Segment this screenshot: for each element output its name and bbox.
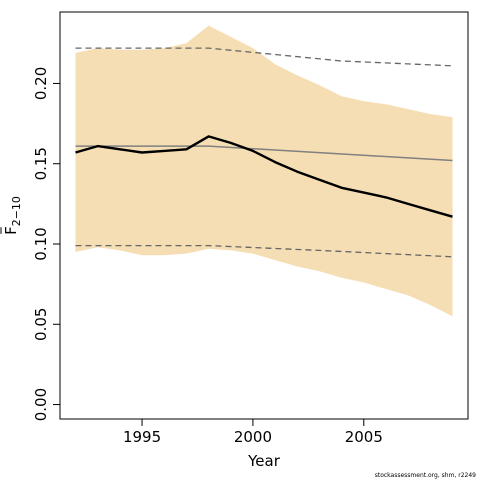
y-axis-title: F2−10 (2, 196, 23, 235)
footer-note: stockassessment.org, shm, r2249 (375, 472, 476, 479)
reference-lower-line (75, 244, 453, 258)
x-tick-label: 2005 (345, 428, 383, 446)
y-axis-title-main: F (2, 226, 20, 235)
confidence-band-area (75, 25, 453, 317)
y-tick-label: 0.00 (32, 388, 50, 421)
reference-upper-line (75, 47, 453, 67)
confidence-band-layer (75, 25, 453, 317)
x-tick-label: 2000 (234, 428, 272, 446)
y-tick-label: 0.10 (32, 227, 50, 260)
y-tick-label: 0.05 (32, 308, 50, 341)
estimate-line (75, 135, 453, 218)
x-axis: 1995 2000 2005 (123, 419, 383, 446)
y-axis: 0.00 0.05 0.10 0.15 0.20 (32, 67, 60, 421)
x-tick-label: 1995 (123, 428, 161, 446)
y-axis-title-subscript: 2−10 (10, 196, 23, 226)
reference-mean-line (75, 145, 453, 162)
series-lines-layer (75, 47, 453, 258)
y-tick-label: 0.15 (32, 147, 50, 180)
y-tick-label: 0.20 (32, 67, 50, 100)
plot-frame (59, 11, 469, 420)
x-axis-title: Year (247, 452, 281, 470)
